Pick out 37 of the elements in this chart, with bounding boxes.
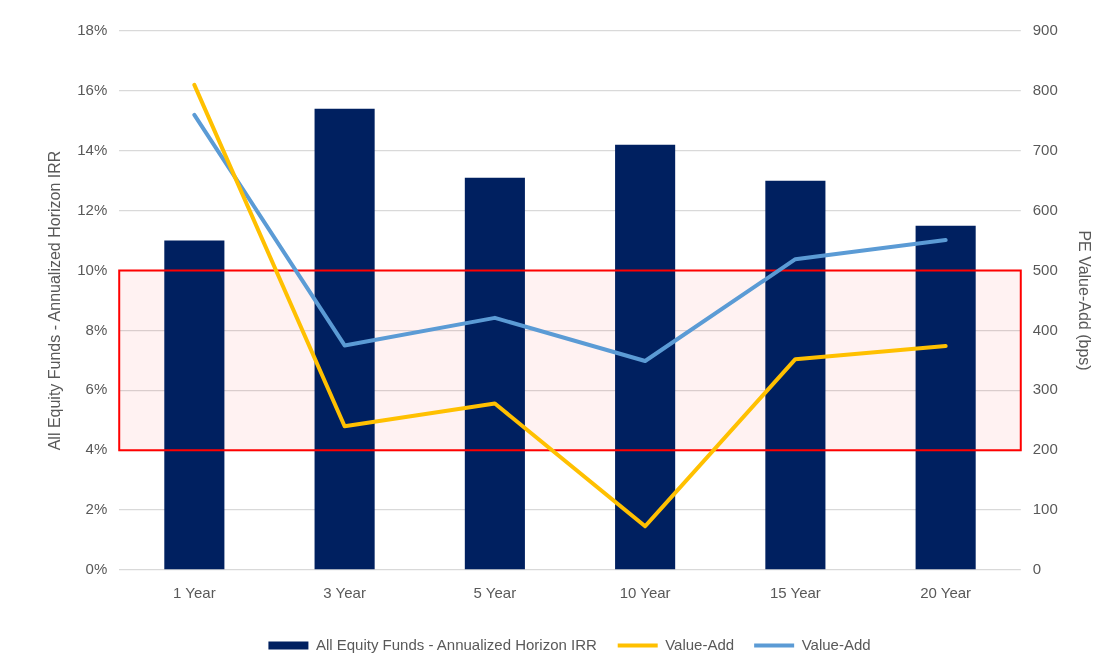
bar (164, 240, 225, 570)
y-tick-label: 16% (77, 81, 108, 99)
legend-label: Value-Add (665, 635, 735, 653)
x-tick-label: 15 Year (769, 584, 821, 602)
bar (615, 144, 676, 570)
legend-label: All Equity Funds - Annualized Horizon IRR (315, 635, 598, 653)
y2-axis-title: PE Value-Add (bps) (1075, 230, 1093, 371)
x-tick-label: 1 Year (173, 584, 216, 602)
y2-tick-label: 700 (1032, 140, 1058, 158)
y-tick-label: 10% (77, 260, 108, 278)
legend-label: Value-Add (801, 635, 871, 653)
y2-tick-label: 300 (1032, 380, 1058, 398)
x-tick-label: 10 Year (619, 584, 671, 602)
y2-tick-label: 200 (1032, 440, 1058, 458)
y2-tick-label: 800 (1032, 81, 1058, 99)
x-tick-label: 5 Year (473, 584, 517, 602)
y-tick-label: 2% (85, 500, 108, 518)
bar (314, 108, 375, 570)
y-tick-label: 0% (85, 560, 108, 578)
bar (765, 180, 826, 570)
y2-tick-label: 900 (1032, 21, 1058, 39)
bar (464, 177, 525, 570)
bar (915, 225, 976, 570)
y-tick-label: 18% (77, 21, 108, 39)
y2-tick-label: 100 (1032, 500, 1058, 518)
y-axis-title: All Equity Funds - Annualized Horizon IRR (46, 150, 64, 451)
y-tick-label: 4% (85, 440, 108, 458)
y-tick-label: 12% (77, 200, 108, 218)
x-tick-label: 3 Year (323, 584, 366, 602)
y2-tick-label: 400 (1032, 320, 1058, 338)
y2-tick-label: 600 (1032, 200, 1058, 218)
x-tick-label: 20 Year (920, 584, 972, 602)
y2-tick-label: 0 (1032, 560, 1042, 578)
y-tick-label: 8% (85, 320, 108, 338)
y2-tick-label: 500 (1032, 260, 1058, 278)
y-tick-label: 6% (85, 380, 108, 398)
y-tick-label: 14% (77, 140, 108, 158)
